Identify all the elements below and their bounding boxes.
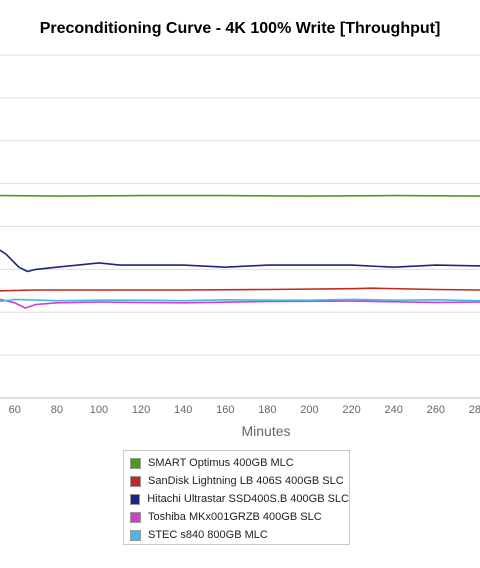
series-line — [0, 249, 480, 273]
x-axis-ticks: 60 80 100 120 140 160 180 200 220 240 260 280 — [9, 404, 480, 416]
x-tick-label: 140 — [174, 404, 192, 416]
legend-swatch — [130, 493, 141, 505]
x-tick-label: 240 — [385, 404, 403, 416]
legend-label: Toshiba MKx001GRZB 400GB SLC — [148, 511, 322, 523]
grid-lines — [0, 54, 480, 399]
x-tick-label: 280 — [469, 404, 480, 416]
series-line — [0, 298, 480, 309]
x-tick-label: 200 — [300, 404, 318, 416]
series-layer — [0, 194, 480, 309]
x-tick-label: 220 — [342, 404, 360, 416]
legend-swatch — [130, 457, 141, 469]
x-tick-label: 160 — [216, 404, 234, 416]
legend: SMART Optimus 400GB MLC SanDisk Lightning… — [123, 450, 350, 545]
legend-item[interactable]: SanDisk Lightning LB 406S 400GB SLC — [130, 472, 349, 490]
legend-item[interactable]: SMART Optimus 400GB MLC — [130, 454, 349, 472]
legend-label: STEC s840 800GB MLC — [148, 529, 268, 541]
series-line — [0, 298, 480, 303]
legend-item[interactable]: STEC s840 800GB MLC — [130, 526, 349, 544]
x-tick-label: 120 — [132, 404, 150, 416]
legend-item[interactable]: Hitachi Ultrastar SSD400S.B 400GB SLC — [130, 490, 349, 508]
chart-title: Preconditioning Curve - 4K 100% Write [T… — [39, 20, 441, 37]
throughput-line-chart: 60 80 100 120 140 160 180 200 220 240 260 280 Minut… — [0, 54, 480, 439]
x-tick-label: 80 — [51, 404, 63, 416]
legend-label: SanDisk Lightning LB 406S 400GB SLC — [148, 475, 344, 487]
x-tick-label: 100 — [90, 404, 108, 416]
x-tick-label: 260 — [427, 404, 445, 416]
legend-swatch — [130, 475, 141, 487]
legend-label: SMART Optimus 400GB MLC — [148, 457, 294, 469]
series-line — [0, 287, 480, 292]
legend-label: Hitachi Ultrastar SSD400S.B 400GB SLC — [147, 493, 349, 505]
legend-item[interactable]: Toshiba MKx001GRZB 400GB SLC — [130, 508, 349, 526]
legend-swatch — [130, 511, 141, 523]
series-line — [0, 194, 480, 197]
legend-swatch — [130, 529, 141, 541]
x-tick-label: 60 — [9, 404, 21, 416]
x-tick-label: 180 — [258, 404, 276, 416]
x-axis-label: Minutes — [241, 423, 290, 439]
